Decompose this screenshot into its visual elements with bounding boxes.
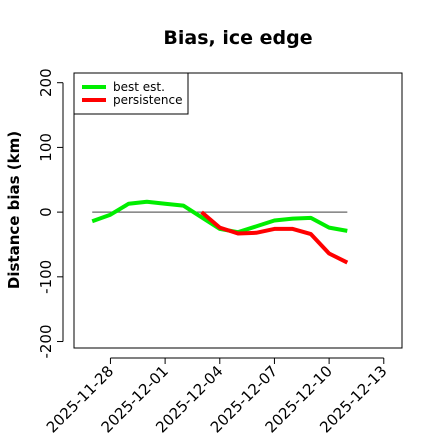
y-tick-label: 100 xyxy=(37,133,55,162)
legend-label: persistence xyxy=(113,93,182,107)
plot-frame xyxy=(73,72,403,349)
legend-label: best est. xyxy=(113,80,165,94)
y-tick-label: -100 xyxy=(37,260,55,294)
y-tick-label: 200 xyxy=(37,68,55,97)
y-tick-label: 0 xyxy=(37,207,55,217)
series-layer xyxy=(91,199,349,265)
series-line-persistence xyxy=(200,210,349,265)
legend-box xyxy=(73,72,189,115)
y-tick-label: -200 xyxy=(37,325,55,359)
chart-title: Bias, ice edge xyxy=(163,27,312,49)
legend: best est.persistence xyxy=(73,72,189,115)
y-axis-label: Distance bias (km) xyxy=(5,131,23,289)
axes: -200-10001002002025-11-282025-12-012025-… xyxy=(37,68,391,436)
